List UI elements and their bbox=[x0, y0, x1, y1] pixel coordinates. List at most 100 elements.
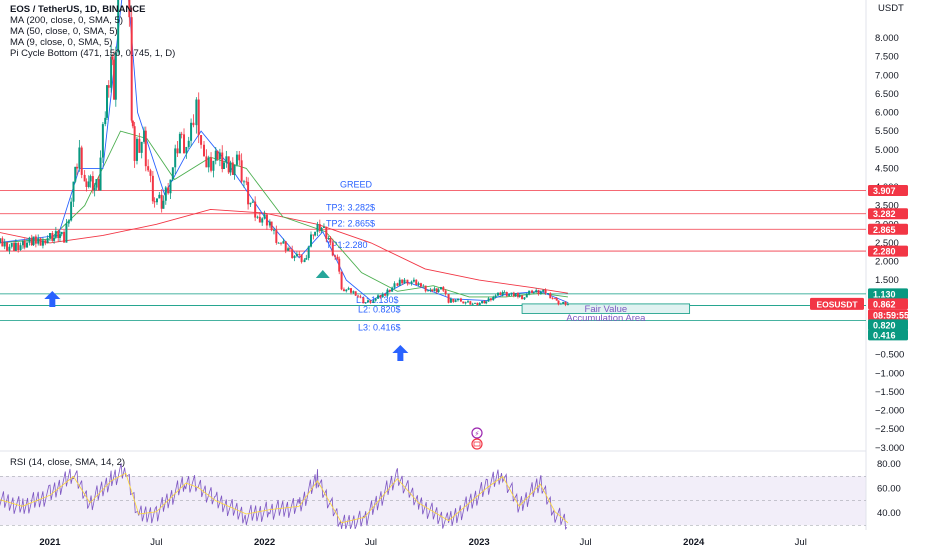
candle-body bbox=[72, 181, 75, 202]
price-badge-label: 0.416 bbox=[873, 330, 896, 340]
candle-body bbox=[310, 234, 313, 247]
price-tick-label: 6.000 bbox=[875, 108, 899, 119]
candle-body bbox=[149, 170, 152, 176]
rsi-ma-line[interactable] bbox=[0, 472, 569, 524]
annotation-tp3[interactable]: TP3: 3.282$ bbox=[326, 203, 375, 213]
candle-body bbox=[106, 85, 109, 118]
legend-symbol[interactable]: EOS / TetherUS, 1D, BINANCE bbox=[10, 4, 146, 15]
up-arrow-marker[interactable] bbox=[44, 291, 61, 307]
rsi-axis[interactable]: 80.00 60.00 40.00 bbox=[877, 459, 901, 519]
ma50-line[interactable] bbox=[0, 130, 568, 298]
candle-body bbox=[505, 292, 508, 296]
candle-body bbox=[265, 214, 268, 226]
candle-body bbox=[183, 134, 186, 154]
candle-body bbox=[277, 242, 280, 244]
candle-body bbox=[305, 257, 308, 260]
candle-body bbox=[340, 271, 343, 290]
legend-pi[interactable]: Pi Cycle Bottom (471, 150, 0.745, 1, D) bbox=[10, 48, 175, 59]
price-badge[interactable] bbox=[868, 288, 908, 300]
candle-body bbox=[133, 126, 136, 161]
candle-body bbox=[128, 0, 131, 18]
candle-body bbox=[331, 242, 334, 256]
price-badge[interactable] bbox=[868, 298, 908, 310]
candle-body bbox=[135, 138, 138, 161]
candle-body bbox=[559, 303, 562, 305]
annotation-greed[interactable]: GREED bbox=[340, 179, 373, 189]
candle-body bbox=[557, 300, 560, 305]
ma200-line[interactable] bbox=[0, 208, 568, 294]
candle-body bbox=[295, 254, 298, 256]
candle-body bbox=[249, 202, 252, 205]
candle-body bbox=[462, 301, 465, 304]
ticker-tag[interactable] bbox=[810, 297, 864, 310]
annotation-l2[interactable]: L2: 0.820$ bbox=[358, 304, 401, 314]
flash-icon[interactable] bbox=[471, 427, 483, 439]
candle-body bbox=[247, 182, 250, 205]
candle-body bbox=[187, 140, 190, 147]
candle-body bbox=[57, 231, 60, 238]
candle-body bbox=[110, 56, 113, 88]
price-badge-label: 2.280 bbox=[873, 247, 896, 257]
candle-body bbox=[275, 229, 278, 243]
candle-body bbox=[415, 279, 418, 286]
candle-body bbox=[503, 292, 506, 293]
candle-body bbox=[63, 231, 66, 243]
price-badge[interactable] bbox=[868, 208, 908, 220]
event-icons[interactable]: ⚡ bbox=[471, 427, 483, 450]
candle-body bbox=[352, 291, 355, 293]
candle-body bbox=[151, 175, 154, 202]
price-badge[interactable] bbox=[868, 309, 908, 321]
annotation-tp1[interactable]: TP1:2.280 bbox=[326, 240, 368, 250]
legend-ma9[interactable]: MA (9, close, 0, SMA, 5) bbox=[10, 37, 112, 48]
candle-body bbox=[214, 150, 217, 161]
time-axis[interactable]: 2021 Jul 2022 Jul 2023 Jul 2024 Jul bbox=[39, 537, 806, 548]
price-axis[interactable]: 8.000 7.500 7.000 6.500 6.000 5.500 5.000 4.500… bbox=[875, 33, 904, 454]
candle-body bbox=[417, 283, 420, 286]
candle-body bbox=[238, 154, 241, 161]
candle-body bbox=[364, 302, 367, 304]
price-badge[interactable] bbox=[868, 184, 908, 196]
annotation-l3[interactable]: L3: 0.416$ bbox=[358, 323, 401, 333]
candle-body bbox=[427, 290, 430, 292]
candle-body bbox=[13, 242, 16, 251]
candle-body bbox=[362, 297, 365, 304]
annotation-l1[interactable]: L1: 1.130$ bbox=[356, 295, 399, 305]
candle-body bbox=[291, 249, 294, 258]
candle-body bbox=[469, 301, 472, 305]
candle-body bbox=[93, 187, 96, 191]
pi-bottom-marker[interactable] bbox=[315, 270, 330, 278]
price-badge[interactable] bbox=[868, 319, 908, 331]
candle-body bbox=[218, 152, 221, 160]
candle-body bbox=[312, 234, 315, 236]
candle-body bbox=[162, 200, 165, 209]
candle-body bbox=[222, 162, 225, 170]
rsi-legend[interactable]: RSI (14, close, SMA, 14, 2) bbox=[10, 457, 125, 468]
candle-body bbox=[521, 295, 524, 300]
candle-body bbox=[435, 288, 438, 293]
candle-body bbox=[566, 303, 569, 305]
legend-ma200[interactable]: MA (200, close, 0, SMA, 5) bbox=[10, 15, 123, 26]
price-pane[interactable] bbox=[0, 0, 866, 440]
candle-body bbox=[210, 157, 213, 171]
candle-body bbox=[140, 141, 143, 153]
candle-body bbox=[496, 292, 499, 296]
calendar-icon[interactable] bbox=[471, 438, 483, 450]
currency-label[interactable]: USDT bbox=[878, 3, 904, 14]
rsi-tick-label: 40.00 bbox=[877, 508, 901, 519]
price-badge[interactable] bbox=[868, 223, 908, 235]
candle-body bbox=[320, 227, 323, 231]
annotation-tp2[interactable]: TP2: 2.865$ bbox=[326, 218, 375, 228]
up-arrow-marker[interactable] bbox=[392, 345, 409, 361]
fair-value-rect[interactable] bbox=[521, 303, 691, 314]
price-badge[interactable] bbox=[868, 245, 908, 257]
candle-body bbox=[54, 231, 57, 238]
price-tick-label: −2.000 bbox=[875, 406, 904, 417]
candle-body bbox=[138, 138, 141, 153]
price-badge[interactable] bbox=[868, 329, 908, 341]
rsi-line[interactable] bbox=[0, 463, 568, 530]
candle-body bbox=[190, 122, 193, 141]
rsi-tick-label: 60.00 bbox=[877, 484, 901, 495]
legend-ma50[interactable]: MA (50, close, 0, SMA, 5) bbox=[10, 26, 118, 37]
candle-body bbox=[316, 224, 319, 232]
